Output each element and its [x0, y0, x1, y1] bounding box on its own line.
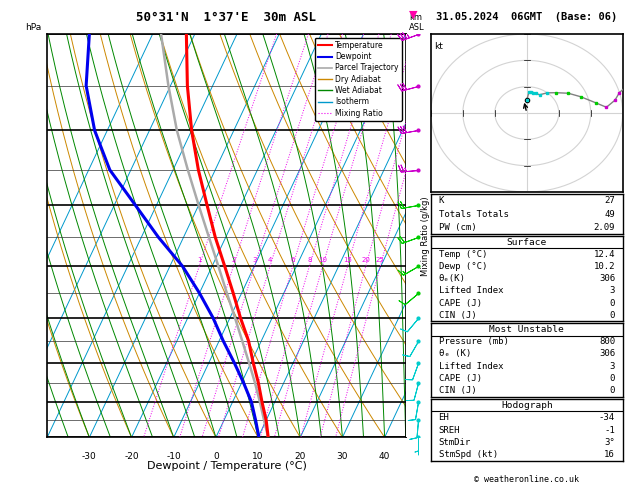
Text: 0: 0	[610, 311, 615, 320]
Text: 30: 30	[337, 451, 348, 461]
Text: StmDir: StmDir	[438, 438, 470, 447]
Text: 306: 306	[599, 274, 615, 283]
Legend: Temperature, Dewpoint, Parcel Trajectory, Dry Adiabat, Wet Adiabat, Isotherm, Mi: Temperature, Dewpoint, Parcel Trajectory…	[314, 38, 402, 121]
Text: 800: 800	[599, 337, 615, 346]
Text: Surface: Surface	[507, 238, 547, 247]
Text: 2: 2	[408, 336, 413, 346]
Text: CAPE (J): CAPE (J)	[438, 298, 482, 308]
Text: km
ASL: km ASL	[409, 13, 425, 32]
Text: 20: 20	[294, 451, 306, 461]
Text: Temp (°C): Temp (°C)	[438, 250, 487, 259]
Text: Lifted Index: Lifted Index	[438, 286, 503, 295]
Text: 15: 15	[343, 257, 352, 263]
Text: 1: 1	[197, 257, 201, 263]
Text: 7: 7	[408, 126, 413, 135]
Text: LCL: LCL	[408, 419, 423, 428]
Text: Hodograph: Hodograph	[501, 401, 553, 410]
Text: 0: 0	[610, 374, 615, 383]
Text: hPa: hPa	[25, 22, 41, 32]
Text: 10: 10	[318, 257, 327, 263]
Text: 306: 306	[599, 349, 615, 359]
Text: -20: -20	[124, 451, 139, 461]
Text: 40: 40	[379, 451, 391, 461]
Text: 0: 0	[213, 451, 219, 461]
Text: kt: kt	[434, 42, 443, 51]
Text: 6: 6	[291, 257, 295, 263]
Text: 8: 8	[408, 81, 413, 90]
Text: 12.4: 12.4	[594, 250, 615, 259]
Text: 8: 8	[307, 257, 311, 263]
Text: 20: 20	[361, 257, 370, 263]
Text: EH: EH	[438, 413, 449, 422]
Text: 1: 1	[408, 386, 413, 395]
Text: 16: 16	[604, 451, 615, 459]
Text: Pressure (mb): Pressure (mb)	[438, 337, 508, 346]
Text: SREH: SREH	[438, 426, 460, 434]
Text: StmSpd (kt): StmSpd (kt)	[438, 451, 498, 459]
Text: 49: 49	[604, 209, 615, 219]
Text: 10.2: 10.2	[594, 262, 615, 271]
Text: 50°31'N  1°37'E  30m ASL: 50°31'N 1°37'E 30m ASL	[136, 11, 316, 24]
Text: 5: 5	[408, 201, 413, 209]
Text: 3°: 3°	[604, 438, 615, 447]
Text: Lifted Index: Lifted Index	[438, 362, 503, 371]
Text: -30: -30	[82, 451, 97, 461]
Text: θₑ (K): θₑ (K)	[438, 349, 470, 359]
Text: 10: 10	[252, 451, 264, 461]
Text: CIN (J): CIN (J)	[438, 386, 476, 396]
Text: -34: -34	[599, 413, 615, 422]
Text: 6: 6	[408, 165, 413, 174]
Text: ▼: ▼	[409, 9, 418, 19]
Text: 4: 4	[268, 257, 272, 263]
Text: 3: 3	[408, 289, 413, 297]
Text: Dewpoint / Temperature (°C): Dewpoint / Temperature (°C)	[147, 461, 306, 471]
Text: 31.05.2024  06GMT  (Base: 06): 31.05.2024 06GMT (Base: 06)	[436, 12, 618, 22]
Text: Dewp (°C): Dewp (°C)	[438, 262, 487, 271]
Text: 2.09: 2.09	[594, 223, 615, 232]
Text: 3: 3	[610, 362, 615, 371]
Text: 4: 4	[408, 239, 413, 248]
Text: PW (cm): PW (cm)	[438, 223, 476, 232]
Text: Most Unstable: Most Unstable	[489, 325, 564, 334]
Text: -1: -1	[604, 426, 615, 434]
Text: 25: 25	[376, 257, 384, 263]
Text: © weatheronline.co.uk: © weatheronline.co.uk	[474, 474, 579, 484]
Text: 0: 0	[610, 298, 615, 308]
Text: θₑ(K): θₑ(K)	[438, 274, 465, 283]
Text: 3: 3	[252, 257, 257, 263]
Text: CAPE (J): CAPE (J)	[438, 374, 482, 383]
Text: 3: 3	[610, 286, 615, 295]
Text: Totals Totals: Totals Totals	[438, 209, 508, 219]
Text: 0: 0	[610, 386, 615, 396]
Text: CIN (J): CIN (J)	[438, 311, 476, 320]
Text: -10: -10	[166, 451, 181, 461]
Text: 27: 27	[604, 196, 615, 205]
Text: 2: 2	[231, 257, 235, 263]
Text: K: K	[438, 196, 444, 205]
Text: Mixing Ratio (g/kg): Mixing Ratio (g/kg)	[421, 196, 430, 276]
